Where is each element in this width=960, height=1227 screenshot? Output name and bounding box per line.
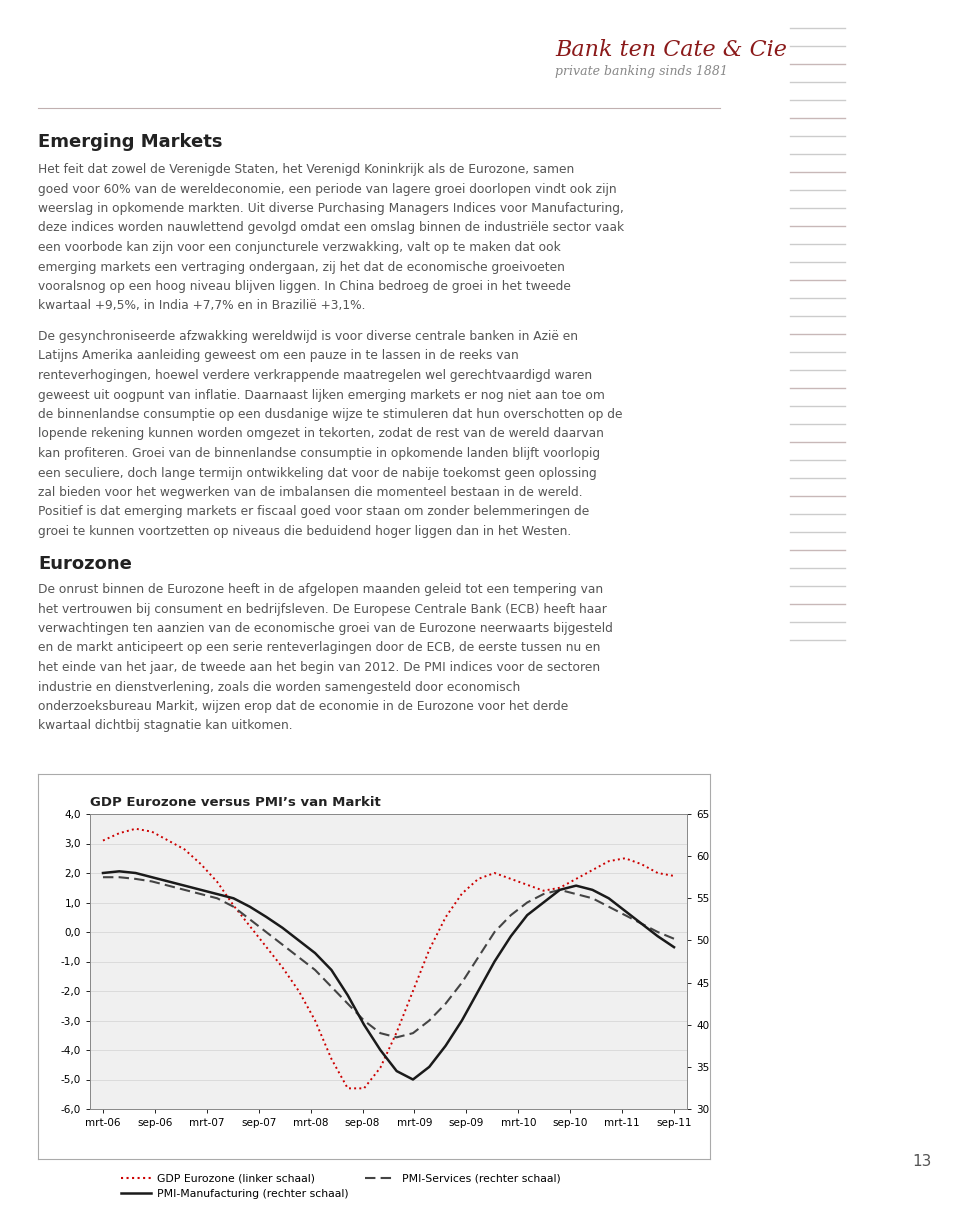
Text: De gesynchroniseerde afzwakking wereldwijd is voor diverse centrale banken in Az: De gesynchroniseerde afzwakking wereldwi… (38, 330, 622, 537)
Text: GDP Eurozone versus PMI’s van Markit: GDP Eurozone versus PMI’s van Markit (90, 795, 381, 809)
Text: Emerging Markets: Emerging Markets (38, 133, 223, 151)
Text: Eurozone: Eurozone (38, 555, 132, 573)
Text: 13: 13 (912, 1155, 932, 1169)
Text: private banking sinds 1881: private banking sinds 1881 (555, 65, 728, 79)
Text: De onrust binnen de Eurozone heeft in de afgelopen maanden geleid tot een temper: De onrust binnen de Eurozone heeft in de… (38, 583, 612, 733)
Legend: GDP Eurozone (linker schaal), PMI-Manufacturing (rechter schaal), PMI-Services (: GDP Eurozone (linker schaal), PMI-Manufa… (121, 1173, 561, 1199)
Text: Bank ten Cate & Cie: Bank ten Cate & Cie (555, 39, 787, 61)
Text: Het feit dat zowel de Verenigde Staten, het Verenigd Koninkrijk als de Eurozone,: Het feit dat zowel de Verenigde Staten, … (38, 163, 624, 313)
